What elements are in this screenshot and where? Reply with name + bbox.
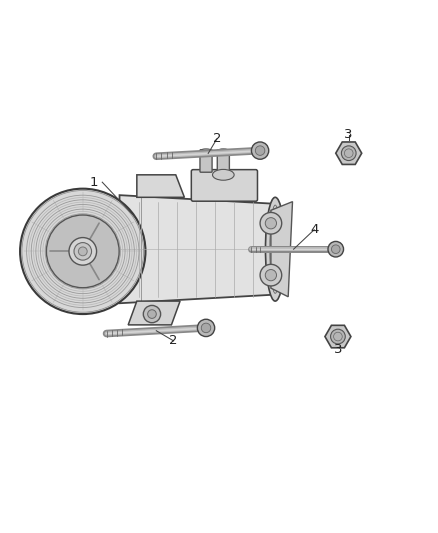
Circle shape (260, 213, 282, 234)
Circle shape (265, 217, 276, 229)
Text: 3: 3 (334, 343, 342, 356)
Text: 2: 2 (170, 334, 178, 348)
FancyBboxPatch shape (200, 150, 212, 172)
Circle shape (198, 319, 215, 336)
Circle shape (20, 189, 145, 314)
Circle shape (69, 238, 96, 265)
Circle shape (201, 323, 211, 333)
Polygon shape (128, 301, 180, 325)
Text: 3: 3 (344, 128, 353, 141)
Polygon shape (271, 201, 293, 297)
Polygon shape (120, 195, 275, 303)
Circle shape (143, 305, 161, 322)
Circle shape (328, 241, 343, 257)
Circle shape (260, 264, 282, 286)
Text: 1: 1 (89, 176, 98, 189)
Polygon shape (137, 175, 184, 197)
Circle shape (74, 243, 92, 260)
Text: 4: 4 (310, 223, 318, 236)
Circle shape (341, 146, 356, 160)
Ellipse shape (218, 149, 229, 152)
Circle shape (251, 142, 269, 159)
Ellipse shape (201, 149, 211, 152)
Circle shape (46, 215, 119, 288)
Ellipse shape (212, 169, 234, 180)
Circle shape (331, 329, 345, 344)
FancyBboxPatch shape (191, 169, 258, 201)
Circle shape (265, 270, 276, 281)
Circle shape (332, 245, 340, 254)
FancyBboxPatch shape (217, 150, 230, 172)
Ellipse shape (265, 197, 285, 301)
Text: 2: 2 (212, 132, 221, 146)
Circle shape (148, 310, 156, 318)
Circle shape (255, 146, 265, 155)
Circle shape (78, 247, 87, 256)
